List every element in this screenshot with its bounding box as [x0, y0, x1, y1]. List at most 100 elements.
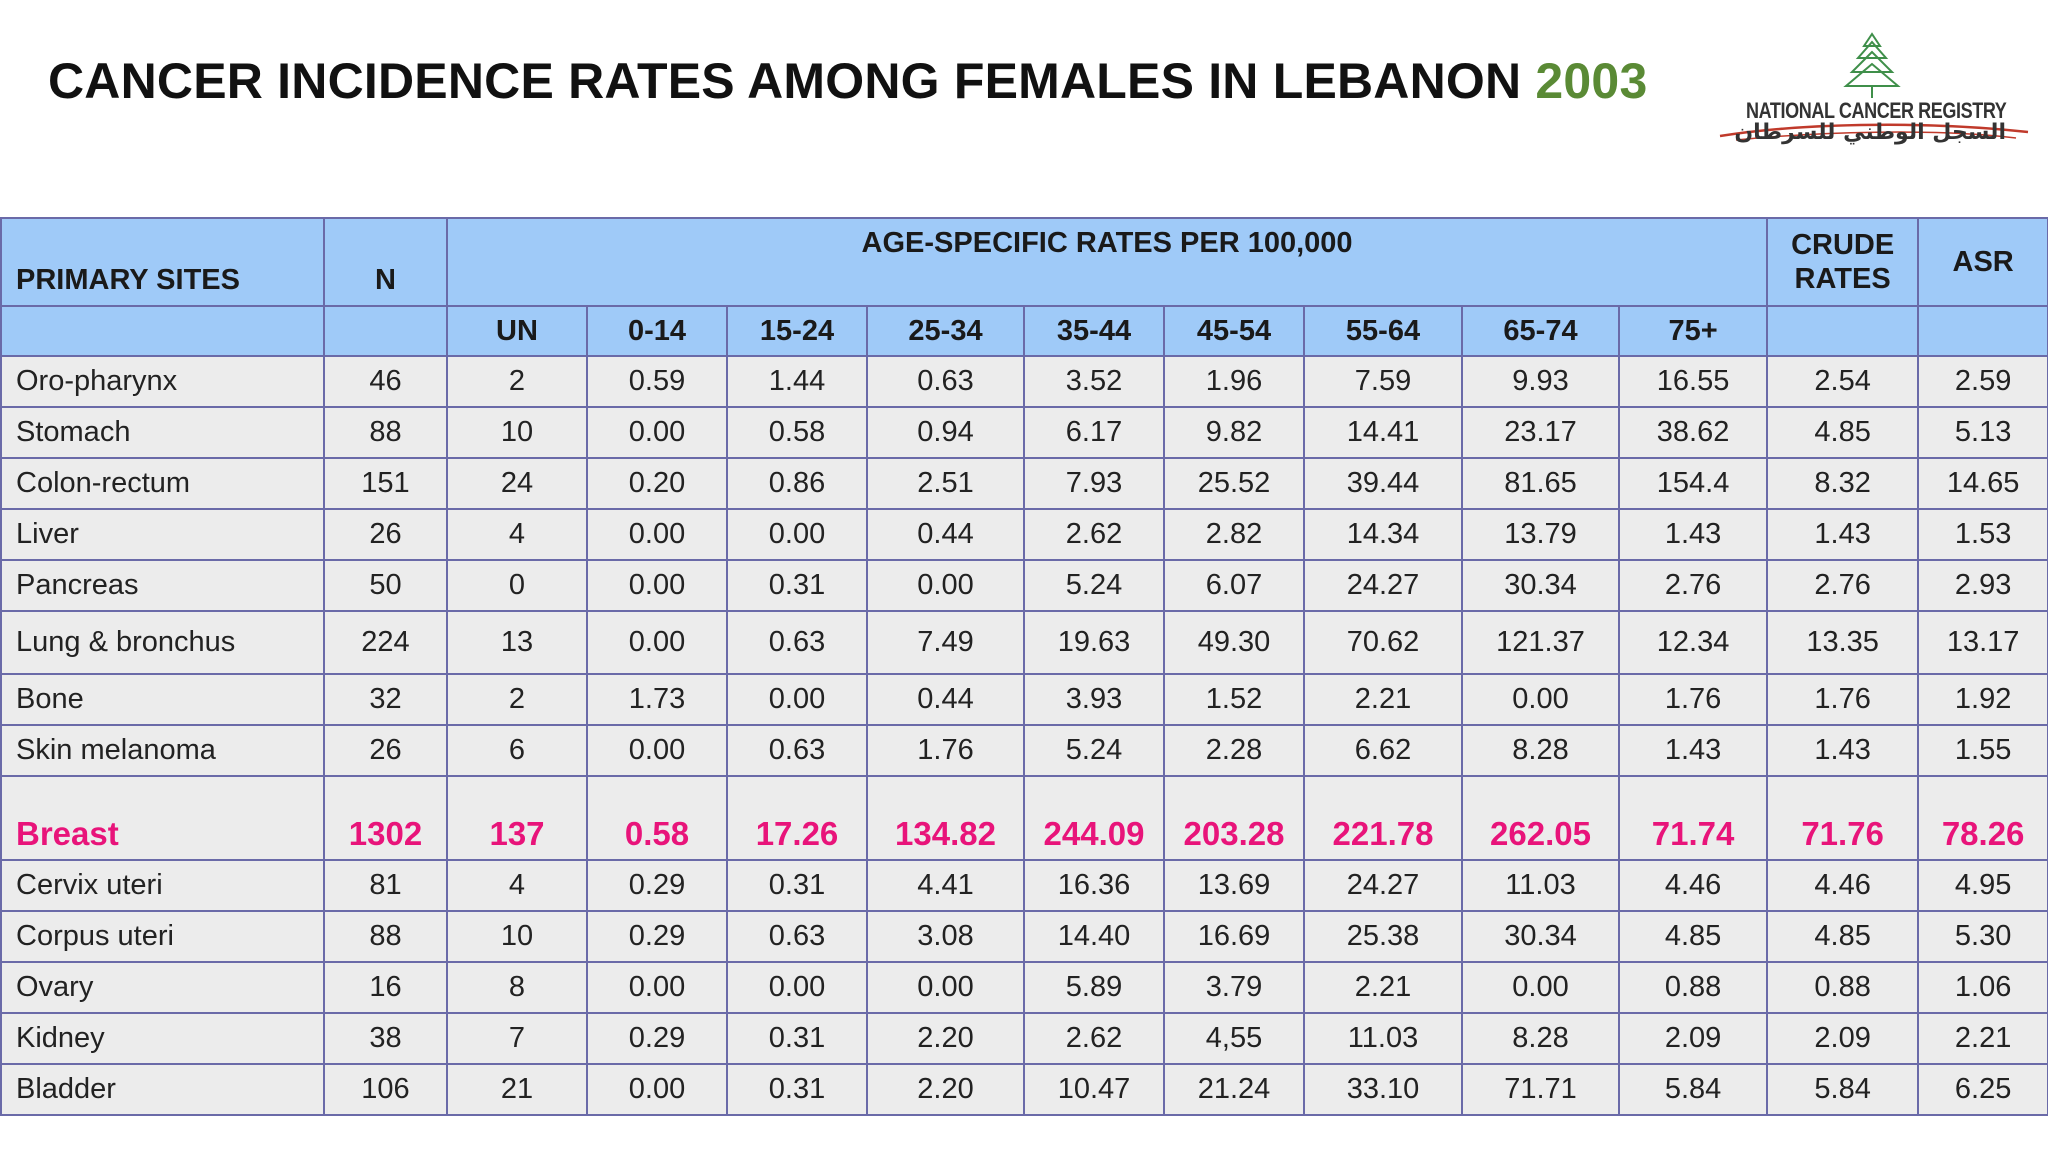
site-cell: Liver — [0, 508, 325, 561]
age-0-14-cell: 0.58 — [586, 775, 728, 861]
age-15-24-cell: 0.00 — [726, 673, 868, 726]
age-25-34-cell: 7.49 — [866, 610, 1025, 675]
asr-cell: 13.17 — [1917, 610, 2048, 675]
age-45-54-cell: 4,55 — [1163, 1012, 1305, 1065]
age-15-24-cell: 0.63 — [726, 610, 868, 675]
age-75-plus-cell: 0.88 — [1617, 961, 1769, 1014]
age-0-14-cell: 0.29 — [586, 859, 728, 912]
crude-rate-cell: 0.88 — [1766, 961, 1920, 1014]
n-cell: 26 — [323, 724, 448, 777]
age-65-74-cell: 81.65 — [1461, 457, 1620, 510]
age-65-74-cell: 30.34 — [1461, 910, 1620, 963]
title-year: 2003 — [1535, 53, 1648, 109]
age-25-34-cell: 0.00 — [866, 961, 1025, 1014]
n-cell: 1302 — [323, 775, 448, 861]
age-35-44-cell: 2.62 — [1023, 508, 1165, 561]
age-15-24-cell: 0.00 — [726, 508, 868, 561]
header-age-group: 0-14 — [586, 305, 728, 357]
table-row: Breast 1302 137 0.58 17.26 134.82 244.09 203.28… — [0, 775, 2048, 861]
age-15-24-cell: 0.31 — [726, 1012, 868, 1065]
age-75-plus-cell: 16.55 — [1617, 355, 1769, 408]
table-row: Bladder 106 21 0.00 0.31 2.20 10.47 21.24 33.10 7… — [0, 1063, 2048, 1116]
age-35-44-cell: 7.93 — [1023, 457, 1165, 510]
table-row: Kidney 38 7 0.29 0.31 2.20 2.62 4,55 11.03 8.28 2.… — [0, 1012, 2048, 1065]
age-55-64-cell: 14.41 — [1303, 406, 1463, 459]
un-cell: 6 — [446, 724, 588, 777]
asr-cell: 1.55 — [1917, 724, 2048, 777]
age-65-74-cell: 121.37 — [1461, 610, 1620, 675]
n-cell: 88 — [323, 406, 448, 459]
asr-cell: 14.65 — [1917, 457, 2048, 510]
age-15-24-cell: 0.31 — [726, 859, 868, 912]
age-0-14-cell: 0.00 — [586, 610, 728, 675]
age-25-34-cell: 3.08 — [866, 910, 1025, 963]
n-cell: 50 — [323, 559, 448, 612]
age-45-54-cell: 6.07 — [1163, 559, 1305, 612]
age-25-34-cell: 0.63 — [866, 355, 1025, 408]
age-65-74-cell: 13.79 — [1461, 508, 1620, 561]
age-45-54-cell: 2.28 — [1163, 724, 1305, 777]
un-cell: 24 — [446, 457, 588, 510]
age-35-44-cell: 3.93 — [1023, 673, 1165, 726]
crude-rate-cell: 1.76 — [1766, 673, 1920, 726]
age-0-14-cell: 0.00 — [586, 508, 728, 561]
age-45-54-cell: 1.52 — [1163, 673, 1305, 726]
age-75-plus-cell: 2.76 — [1617, 559, 1769, 612]
age-25-34-cell: 2.20 — [866, 1063, 1025, 1116]
age-55-64-cell: 25.38 — [1303, 910, 1463, 963]
crude-rate-cell: 1.43 — [1766, 724, 1920, 777]
asr-cell: 4.95 — [1917, 859, 2048, 912]
header-primary-sites: PRIMARY SITES — [0, 217, 325, 307]
un-cell: 10 — [446, 910, 588, 963]
table-row: Colon-rectum 151 24 0.20 0.86 2.51 7.93 25.52 39… — [0, 457, 2048, 510]
site-cell: Oro-pharynx — [0, 355, 325, 408]
crude-rate-cell: 1.43 — [1766, 508, 1920, 561]
asr-cell: 6.25 — [1917, 1063, 2048, 1116]
header-empty-crude — [1766, 305, 1920, 357]
age-0-14-cell: 0.00 — [586, 961, 728, 1014]
age-15-24-cell: 1.44 — [726, 355, 868, 408]
age-35-44-cell: 244.09 — [1023, 775, 1165, 861]
header-age-group: 75+ — [1617, 305, 1769, 357]
age-45-54-cell: 203.28 — [1163, 775, 1305, 861]
un-cell: 4 — [446, 859, 588, 912]
asr-cell: 5.13 — [1917, 406, 2048, 459]
age-55-64-cell: 11.03 — [1303, 1012, 1463, 1065]
age-75-plus-cell: 2.09 — [1617, 1012, 1769, 1065]
age-45-54-cell: 21.24 — [1163, 1063, 1305, 1116]
age-15-24-cell: 0.63 — [726, 910, 868, 963]
age-65-74-cell: 9.93 — [1461, 355, 1620, 408]
header-age-group: UN — [446, 305, 588, 357]
age-0-14-cell: 0.00 — [586, 724, 728, 777]
un-cell: 10 — [446, 406, 588, 459]
n-cell: 16 — [323, 961, 448, 1014]
n-cell: 46 — [323, 355, 448, 408]
asr-cell: 1.92 — [1917, 673, 2048, 726]
age-35-44-cell: 6.17 — [1023, 406, 1165, 459]
n-cell: 151 — [323, 457, 448, 510]
n-cell: 26 — [323, 508, 448, 561]
un-cell: 2 — [446, 673, 588, 726]
table-row: Pancreas 50 0 0.00 0.31 0.00 5.24 6.07 24.27 30.3… — [0, 559, 2048, 612]
age-35-44-cell: 5.24 — [1023, 559, 1165, 612]
age-25-34-cell: 0.00 — [866, 559, 1025, 612]
crude-rate-cell: 5.84 — [1766, 1063, 1920, 1116]
table-row: Liver 26 4 0.00 0.00 0.44 2.62 2.82 14.34 13.79 1.… — [0, 508, 2048, 561]
table-row: Skin melanoma 26 6 0.00 0.63 1.76 5.24 2.28 6.62… — [0, 724, 2048, 777]
age-55-64-cell: 70.62 — [1303, 610, 1463, 675]
table-row: Corpus uteri 88 10 0.29 0.63 3.08 14.40 16.69 25… — [0, 910, 2048, 963]
age-35-44-cell: 10.47 — [1023, 1063, 1165, 1116]
age-75-plus-cell: 4.46 — [1617, 859, 1769, 912]
n-cell: 106 — [323, 1063, 448, 1116]
asr-cell: 78.26 — [1917, 775, 2048, 861]
age-55-64-cell: 6.62 — [1303, 724, 1463, 777]
age-55-64-cell: 2.21 — [1303, 673, 1463, 726]
age-25-34-cell: 2.20 — [866, 1012, 1025, 1065]
header-age-group: 45-54 — [1163, 305, 1305, 357]
un-cell: 8 — [446, 961, 588, 1014]
age-45-54-cell: 16.69 — [1163, 910, 1305, 963]
age-0-14-cell: 1.73 — [586, 673, 728, 726]
crude-rate-cell: 71.76 — [1766, 775, 1920, 861]
age-25-34-cell: 2.51 — [866, 457, 1025, 510]
age-25-34-cell: 1.76 — [866, 724, 1025, 777]
